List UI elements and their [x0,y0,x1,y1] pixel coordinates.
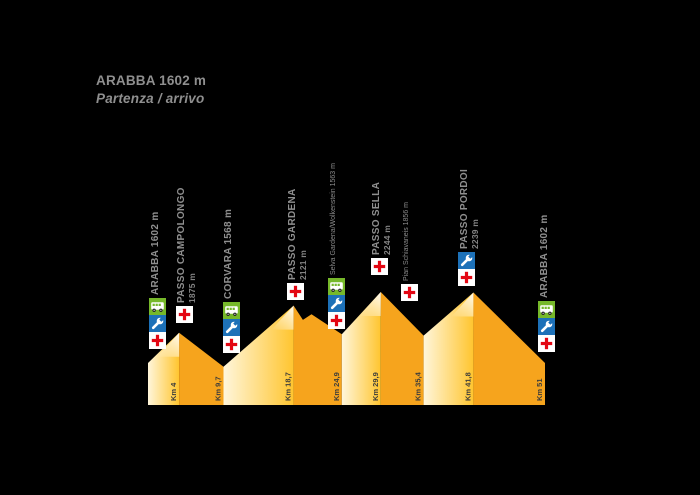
km-marker: Km 51 [535,378,544,401]
waypoint-name: PASSO CAMPOLONGO [176,187,187,303]
service-icon-stack [287,283,304,300]
waypoint-elevation: 2239 m [469,218,480,249]
waypoint-name: PASSO PORDOI [459,168,470,249]
profile-segment-climb [223,305,294,405]
peak-highlight [451,292,474,317]
medical-cross-icon [287,283,304,300]
bus-icon [223,302,240,319]
waypoint-label: Selva Gardena/Wolkenstein 1563 m [330,163,338,275]
service-icon-stack [538,301,555,352]
waypoint-name: CORVARA 1568 m [223,208,234,299]
profile-segment-descent [179,332,224,405]
bus-icon [149,298,166,315]
km-marker: Km 4 [169,382,178,401]
start-finish-subtitle: Partenza / arrivo [96,90,205,106]
peak-highlight [358,291,381,316]
km-marker: Km 24,9 [332,372,341,401]
wrench-icon [149,315,166,332]
service-icon-stack [458,252,475,286]
waypoint-name: ARABBA 1602 m [150,211,161,295]
service-icon-stack [328,278,345,329]
service-icon-stack [371,258,388,275]
profile-segment-descent [380,292,424,405]
waypoint-label: PASSO PORDOI 2239 m [459,168,480,249]
wrench-icon [538,318,555,335]
waypoint-elevation: 2121 m [297,249,308,280]
medical-cross-icon [458,269,475,286]
waypoint-name: PASSO SELLA [371,181,382,255]
waypoint-name: Pian Schiavaneis 1856 m [403,202,410,281]
km-marker: Km 35,4 [414,371,423,401]
wrench-icon [223,319,240,336]
waypoint-label: Pian Schiavaneis 1856 m [403,202,411,281]
km-marker: Km 29,9 [371,372,380,401]
profile-segment-descent [473,292,545,405]
bus-icon [328,278,345,295]
profile-segment-climb [341,292,381,405]
km-marker: Km 9,7 [214,376,223,401]
waypoint-label: CORVARA 1568 m [223,208,235,299]
waypoint-name: Selva Gardena/Wolkenstein 1563 m [330,163,337,275]
chart-title-block: ARABBA 1602 m Partenza / arrivo [96,72,206,107]
waypoint-name: PASSO GARDENA [287,188,298,280]
medical-cross-icon [401,284,418,301]
peak-highlight [157,332,180,357]
medical-cross-icon [223,336,240,353]
medical-cross-icon [176,306,193,323]
service-icon-stack [176,306,193,323]
wrench-icon [458,252,475,269]
waypoint-elevation: 2244 m [381,224,392,255]
medical-cross-icon [371,258,388,275]
km-marker: Km 18,7 [284,372,293,401]
waypoint-label: PASSO SELLA 2244 m [371,181,392,255]
medical-cross-icon [538,335,555,352]
wrench-icon [328,295,345,312]
waypoint-label: PASSO CAMPOLONGO 1875 m [176,187,197,303]
waypoint-label: ARABBA 1602 m [539,214,551,298]
service-icon-stack [149,298,166,349]
medical-cross-icon [328,312,345,329]
profile-segment-descent [293,305,342,405]
km-marker: Km 41,8 [463,372,472,401]
medical-cross-icon [149,332,166,349]
bus-icon [538,301,555,318]
profile-segment-climb [423,292,474,405]
service-icon-stack [223,302,240,353]
waypoint-label: PASSO GARDENA 2121 m [287,188,308,280]
peak-highlight [271,305,294,330]
waypoint-name: ARABBA 1602 m [539,214,550,298]
service-icon-stack [401,284,418,301]
start-finish-title: ARABBA 1602 m [96,73,207,88]
waypoint-elevation: 1875 m [186,272,197,303]
waypoint-label: ARABBA 1602 m [150,211,162,295]
